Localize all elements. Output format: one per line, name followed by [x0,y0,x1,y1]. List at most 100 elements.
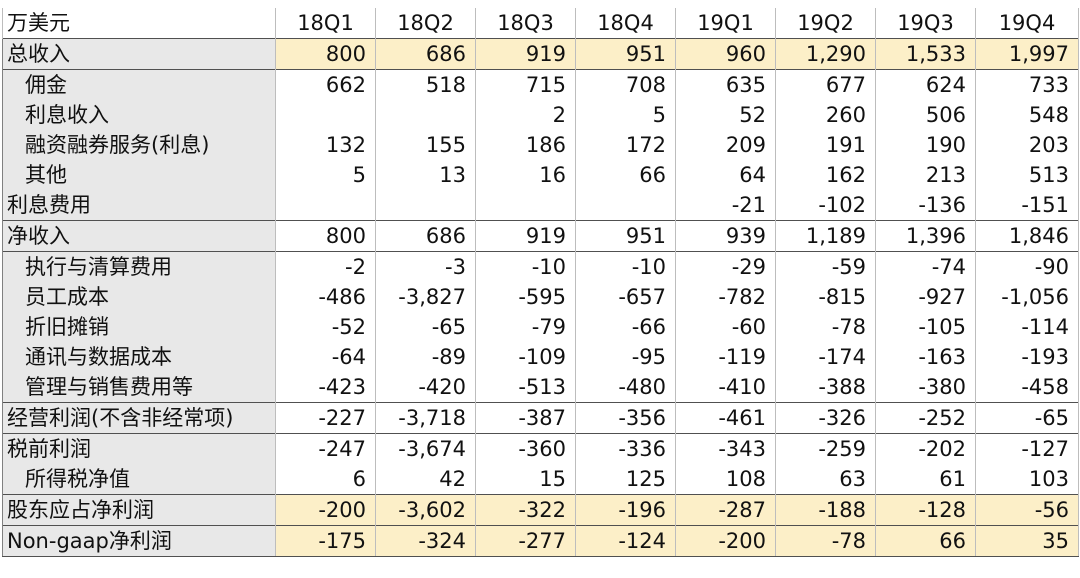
table-row: 利息费用 -21 -102 -136 -151 [2,190,1079,221]
row-label: 利息收入 [2,100,276,130]
value-cell: 186 [475,130,576,160]
value-cell: 624 [875,69,976,100]
value-cell: -202 [875,433,976,464]
value-cell: 800 [275,38,376,70]
row-label: 员工成本 [2,282,276,312]
value-cell: -387 [475,402,576,434]
table-row: Non-gaap净利润 -175 -324 -277 -124 -200 -78 66 35 [2,525,1079,557]
value-cell: -326 [775,402,876,434]
value-cell: 63 [775,464,876,495]
value-cell: 715 [475,69,576,100]
value-cell: 733 [975,69,1079,100]
value-cell: -64 [275,342,376,372]
column-header: 19Q1 [675,8,776,39]
value-cell: -259 [775,433,876,464]
value-cell: 108 [675,464,776,495]
value-cell [275,190,376,221]
value-cell: 61 [875,464,976,495]
table-row: 经营利润(不含非经常项) -227 -3,718 -387 -356 -461 -326 -2… [2,402,1079,434]
value-cell: -657 [575,282,676,312]
value-cell: -109 [475,342,576,372]
value-cell: -388 [775,372,876,403]
value-cell: 951 [575,38,676,70]
row-label: 经营利润(不含非经常项) [2,402,276,434]
value-cell: -10 [575,251,676,282]
table-row: 利息收入 2 5 52 260 506 548 [2,100,1079,130]
value-cell: 939 [675,220,776,252]
value-cell: 172 [575,130,676,160]
value-cell: -322 [475,494,576,526]
value-cell: -927 [875,282,976,312]
value-cell: 191 [775,130,876,160]
value-cell: 1,189 [775,220,876,252]
value-cell: 13 [375,160,476,190]
value-cell: 677 [775,69,876,100]
table-row: 管理与销售费用等 -423 -420 -513 -480 -410 -388 -380 -458 [2,372,1079,403]
value-cell: -461 [675,402,776,434]
value-cell: -65 [375,312,476,342]
table-row: 融资融券服务(利息) 132 155 186 172 209 191 190 203 [2,130,1079,160]
value-cell: -420 [375,372,476,403]
value-cell: 66 [875,525,976,557]
value-cell: -59 [775,251,876,282]
value-cell: 960 [675,38,776,70]
value-cell: 16 [475,160,576,190]
value-cell: -3 [375,251,476,282]
value-cell: -3,674 [375,433,476,464]
value-cell: 125 [575,464,676,495]
row-label: 税前利润 [2,433,276,464]
value-cell: 190 [875,130,976,160]
column-header: 18Q3 [475,8,576,39]
column-header: 19Q3 [875,8,976,39]
column-header: 18Q2 [375,8,476,39]
table-row: 执行与清算费用 -2 -3 -10 -10 -29 -59 -74 -90 [2,251,1079,282]
value-cell: 162 [775,160,876,190]
value-cell: 506 [875,100,976,130]
value-cell: -360 [475,433,576,464]
value-cell: -336 [575,433,676,464]
value-cell: -287 [675,494,776,526]
table-row: 通讯与数据成本 -64 -89 -109 -95 -119 -174 -163 -193 [2,342,1079,372]
value-cell: 260 [775,100,876,130]
value-cell: -124 [575,525,676,557]
value-cell [375,100,476,130]
row-label: 所得税净值 [2,464,276,495]
column-header: 19Q2 [775,8,876,39]
value-cell: 42 [375,464,476,495]
value-cell: -458 [975,372,1079,403]
value-cell: 213 [875,160,976,190]
value-cell: 919 [475,38,576,70]
row-label: 股东应占净利润 [2,494,276,526]
value-cell: -29 [675,251,776,282]
row-label: 总收入 [2,38,276,70]
value-cell: -423 [275,372,376,403]
value-cell: -119 [675,342,776,372]
value-cell: -410 [675,372,776,403]
value-cell: -128 [875,494,976,526]
column-header: 18Q1 [275,8,376,39]
value-cell: -480 [575,372,676,403]
value-cell: 1,533 [875,38,976,70]
value-cell: 951 [575,220,676,252]
value-cell [575,190,676,221]
table-body: 总收入 800 686 919 951 960 1,290 1,533 1,997 佣金 662 51… [2,38,1079,557]
value-cell: -3,718 [375,402,476,434]
value-cell: -3,602 [375,494,476,526]
value-cell: -163 [875,342,976,372]
row-label: 融资融券服务(利息) [2,130,276,160]
value-cell: -196 [575,494,676,526]
value-cell: 662 [275,69,376,100]
value-cell: -343 [675,433,776,464]
table-row: 员工成本 -486 -3,827 -595 -657 -782 -815 -927 -1,056 [2,282,1079,312]
value-cell: -136 [875,190,976,221]
value-cell: -193 [975,342,1079,372]
table-row: 折旧摊销 -52 -65 -79 -66 -60 -78 -105 -114 [2,312,1079,342]
value-cell: -175 [275,525,376,557]
value-cell: 64 [675,160,776,190]
value-cell: 919 [475,220,576,252]
value-cell: -151 [975,190,1079,221]
value-cell: -74 [875,251,976,282]
column-header: 19Q4 [975,8,1079,39]
value-cell: -815 [775,282,876,312]
value-cell: -200 [275,494,376,526]
